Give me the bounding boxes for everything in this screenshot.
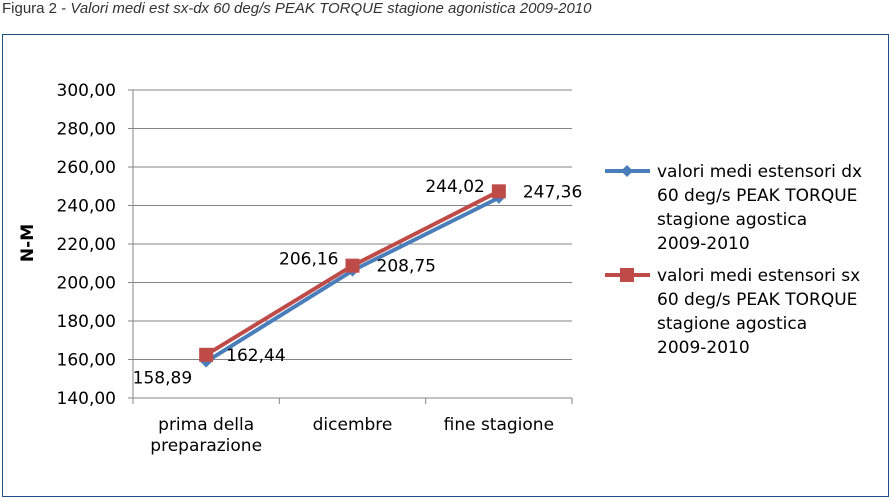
series-line (205, 195, 500, 364)
y-tick-label: 140,00 (57, 389, 116, 409)
data-series (199, 184, 506, 368)
gridlines (133, 89, 572, 360)
data-labels: 158,89 206,16 244,02 162,44 208,75 247,36 (133, 177, 583, 389)
figure-title: Valori medi est sx-dx 60 deg/s PEAK TORQ… (70, 0, 592, 17)
y-tick-label: 260,00 (57, 158, 116, 178)
y-tick-label: 200,00 (57, 274, 116, 294)
x-category-label: prima della preparazione (150, 415, 262, 456)
data-label: 158,89 (133, 369, 192, 389)
legend-diamond-marker (621, 165, 633, 177)
square-marker (199, 347, 214, 362)
data-label: 208,75 (377, 257, 436, 277)
y-axis-label: N-M (18, 224, 38, 262)
square-marker (345, 258, 360, 273)
data-label: 162,44 (226, 346, 285, 366)
data-label: 247,36 (523, 182, 582, 202)
legend: valori medi estensori dx 60 deg/s PEAK TO… (605, 162, 862, 358)
square-marker (491, 184, 506, 199)
x-category-label: dicembre (313, 415, 393, 435)
y-tick-label: 180,00 (57, 312, 116, 332)
x-category-labels: prima della preparazione dicembre fine stag… (150, 415, 554, 456)
figure-caption: Figura 2 - Valori medi est sx-dx 60 deg/… (2, 0, 592, 17)
y-tick-labels: 140,00 160,00 180,00 200,00 220,00 240,00 260,… (57, 81, 133, 409)
x-category-label: fine stagione (444, 415, 554, 435)
y-tick-label: 300,00 (57, 81, 116, 101)
figure-number: Figura 2 (2, 0, 58, 17)
y-tick-label: 160,00 (57, 351, 116, 371)
data-label: 244,02 (425, 177, 484, 197)
y-tick-label: 280,00 (57, 120, 116, 140)
legend-label: valori medi estensori dx 60 deg/s PEAK TO… (657, 162, 862, 254)
data-label: 206,16 (279, 250, 338, 270)
caption-separator: - (57, 0, 71, 17)
y-tick-label: 240,00 (57, 197, 116, 217)
chart-frame (2, 34, 889, 497)
axes (132, 90, 573, 404)
legend-label: valori medi estensori sx 60 deg/s PEAK TO… (657, 266, 860, 358)
legend-square-marker (620, 268, 634, 282)
y-tick-label: 220,00 (57, 235, 116, 255)
